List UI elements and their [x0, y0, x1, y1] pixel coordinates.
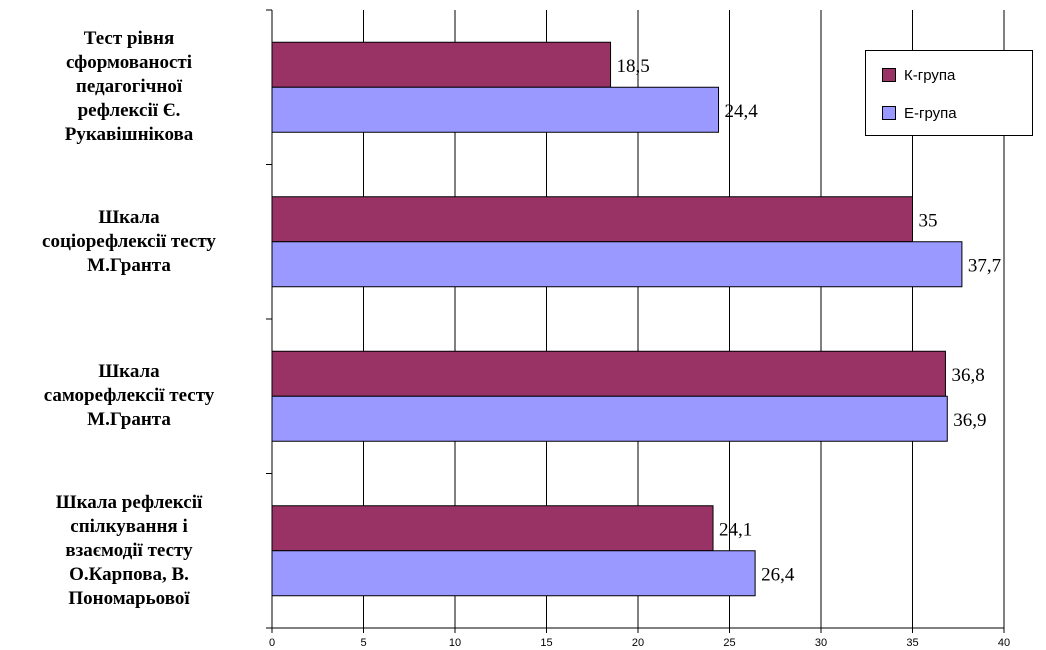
bar-e-group-3 [271, 550, 756, 597]
legend-item-e-group: Е-група [882, 103, 957, 123]
data-label-e-group-0: 24,4 [725, 101, 759, 122]
data-label-k-group-0: 18,5 [617, 56, 650, 77]
x-tick-label-8: 40 [998, 637, 1010, 649]
legend-swatch-e-group [882, 106, 896, 120]
x-tick-label-3: 15 [540, 637, 552, 649]
data-label-k-group-2: 36,8 [951, 365, 984, 386]
category-label-0: Тест рівня сформованості педагогічної ре… [64, 28, 194, 146]
bar-k-group-2 [271, 350, 946, 397]
x-tick-label-1: 5 [360, 637, 366, 649]
bar-k-group-1 [271, 196, 913, 243]
data-label-e-group-2: 36,9 [953, 410, 986, 431]
bar-e-group-1 [271, 241, 963, 288]
bar-e-group-0 [271, 86, 720, 133]
bar-k-group-0 [271, 41, 612, 88]
bar-e-group-2 [271, 395, 948, 442]
legend-label-k-group: К-група [904, 66, 956, 84]
data-label-e-group-1: 37,7 [968, 255, 1001, 276]
x-tick-label-2: 10 [449, 637, 461, 649]
bar-k-group-3 [271, 505, 714, 552]
x-tick-label-4: 20 [632, 637, 644, 649]
data-label-k-group-1: 35 [919, 210, 938, 231]
legend-label-e-group: Е-група [904, 104, 957, 122]
category-label-2: Шкала саморефлексії тесту М.Гранта [43, 361, 215, 431]
category-label-1: Шкала соціорефлексії тесту М.Гранта [42, 206, 216, 276]
data-label-k-group-3: 24,1 [719, 519, 752, 540]
x-tick-label-5: 25 [723, 637, 735, 649]
x-tick-label-7: 35 [906, 637, 918, 649]
legend: К-група Е-група [865, 50, 1033, 136]
legend-swatch-k-group [882, 68, 896, 82]
x-tick-label-0: 0 [269, 637, 275, 649]
category-label-3: Шкала рефлексії спілкування і взаємодії … [55, 491, 203, 609]
x-tick-label-6: 30 [815, 637, 827, 649]
legend-item-k-group: К-група [882, 65, 955, 85]
data-label-e-group-3: 26,4 [761, 564, 795, 585]
